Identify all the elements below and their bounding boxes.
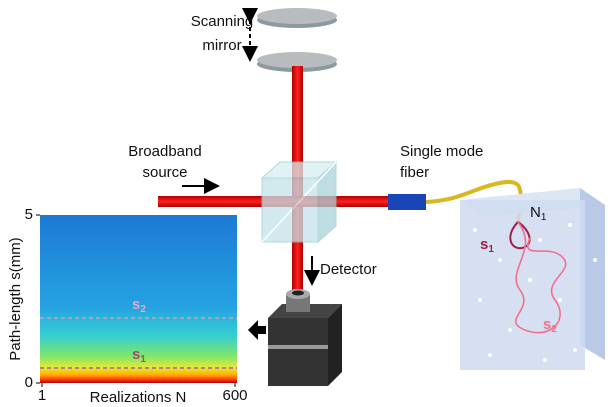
marker-sub: 1: [140, 354, 146, 365]
y-tick-label: 0: [25, 374, 33, 391]
fiber-label: fiber: [400, 164, 429, 181]
entry-text: N: [530, 204, 541, 221]
marker-text: s: [132, 296, 140, 313]
x-tick-label: 1: [38, 387, 46, 404]
figure: Scanning mirror Broadband source Single …: [0, 0, 613, 407]
beam-splitter: [262, 162, 336, 242]
x-tick-label: 600: [222, 387, 247, 404]
fiber-coupler: [388, 194, 426, 210]
mirror-label: Scanning: [191, 13, 254, 30]
source-label: Broadband: [128, 143, 201, 160]
marker-sub: 2: [140, 304, 146, 315]
detector-label: Detector: [320, 261, 377, 278]
entry-sub: 1: [541, 212, 547, 223]
source-label: source: [142, 164, 187, 181]
y-axis-label: Path-length s(mm): [7, 237, 24, 360]
x-axis-label: Realizations N: [90, 389, 187, 406]
mirror-label: mirror: [202, 37, 241, 54]
output-arrow: [248, 320, 266, 340]
scanning-mirror: [257, 8, 337, 72]
fiber-label: Single mode: [400, 143, 483, 160]
marker-text: s: [132, 346, 140, 363]
y-tick-label: 5: [25, 206, 33, 223]
short-path-sub: 1: [488, 244, 494, 255]
long-path-sub: 2: [551, 324, 557, 335]
short-path-text: s: [480, 236, 488, 253]
detector: [268, 289, 342, 386]
heatmap-plot: s2 s1 Path-length s(mm) Realizations N 0…: [7, 206, 248, 406]
long-path-text: s: [543, 316, 551, 333]
